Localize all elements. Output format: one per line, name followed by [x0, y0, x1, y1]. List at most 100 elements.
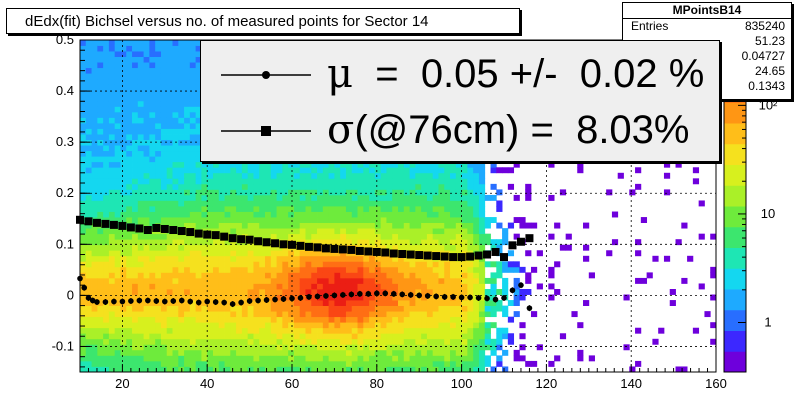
heatmap-cell: [155, 277, 162, 284]
heatmap-cell: [357, 283, 364, 290]
heatmap-cell: [160, 145, 168, 152]
heatmap-cell: [108, 316, 116, 323]
heatmap-cell: [195, 355, 202, 362]
heatmap-cell: [166, 89, 173, 96]
heatmap-cell: [623, 294, 630, 301]
heatmap-cell: [143, 111, 150, 118]
heatmap-cell: [363, 277, 370, 284]
heatmap-cell: [270, 178, 277, 185]
heatmap-cell: [241, 360, 249, 367]
heatmap-cell: [288, 266, 295, 273]
heatmap-cell: [502, 305, 509, 312]
heatmap-cell: [132, 222, 139, 229]
heatmap-cell: [455, 266, 462, 273]
heatmap-cell: [207, 289, 214, 295]
heatmap-cell: [184, 366, 191, 373]
heatmap-cell: [334, 200, 341, 207]
heatmap-cell: [293, 194, 301, 201]
heatmap-cell: [293, 167, 301, 174]
heatmap-cell: [409, 222, 416, 229]
heatmap-cell: [398, 228, 405, 235]
heatmap-cell: [91, 95, 98, 102]
heatmap-cell: [166, 211, 173, 218]
heatmap-cell: [172, 156, 179, 163]
heatmap-cell: [184, 338, 191, 345]
heatmap-cell: [438, 283, 445, 290]
data-point-mean: [81, 284, 88, 291]
heatmap-cell: [132, 62, 139, 69]
heatmap-cell: [328, 311, 335, 318]
heatmap-cell: [276, 366, 283, 373]
heatmap-cell: [253, 277, 260, 284]
heatmap-cell: [299, 172, 306, 179]
heatmap-cell: [403, 266, 410, 273]
heatmap-cell: [265, 277, 272, 284]
heatmap-cell: [212, 206, 220, 212]
data-point-mean: [357, 291, 363, 297]
heatmap-cell: [241, 316, 249, 323]
heatmap-cell: [172, 211, 179, 218]
heatmap-cell: [276, 344, 283, 351]
data-point-sigma: [398, 250, 407, 259]
heatmap-cell: [635, 239, 642, 246]
stats-value-1: 51.23: [754, 34, 785, 48]
heatmap-cell: [426, 360, 434, 367]
heatmap-cell: [444, 222, 451, 229]
heatmap-cell: [380, 211, 387, 218]
heatmap-cell: [178, 261, 185, 268]
heatmap-cell: [455, 349, 462, 356]
heatmap-cell: [149, 78, 156, 85]
heatmap-cell: [345, 217, 353, 223]
heatmap-cell: [496, 261, 503, 268]
heatmap-cell: [143, 277, 150, 284]
heatmap-cell: [114, 67, 121, 74]
heatmap-cell: [357, 322, 364, 329]
heatmap-cell: [415, 178, 422, 185]
heatmap-cell: [166, 294, 173, 301]
heatmap-cell: [97, 183, 104, 190]
heatmap-cell: [137, 106, 144, 113]
heatmap-cell: [103, 156, 110, 163]
heatmap-cell: [108, 150, 116, 157]
heatmap-cell: [311, 311, 318, 318]
heatmap-cell: [85, 355, 92, 362]
heatmap-cell: [212, 272, 220, 279]
heatmap-cell: [166, 117, 173, 124]
heatmap-cell: [236, 344, 243, 351]
heatmap-cell: [126, 100, 133, 107]
heatmap-cell: [85, 228, 92, 235]
heatmap-cell: [178, 95, 185, 102]
heatmap-cell: [172, 178, 179, 185]
heatmap-cell: [108, 156, 116, 163]
heatmap-cell: [126, 349, 133, 356]
heatmap-cell: [322, 305, 330, 312]
heatmap-cell: [172, 89, 179, 96]
heatmap-cell: [478, 244, 486, 251]
heatmap-cell: [270, 355, 277, 362]
heatmap-cell: [363, 239, 370, 246]
heatmap-cell: [91, 56, 98, 63]
heatmap-cell: [253, 338, 260, 345]
heatmap-cell: [293, 189, 301, 196]
heatmap-cell: [322, 211, 330, 218]
heatmap-cell: [455, 305, 462, 312]
heatmap-cell: [334, 172, 341, 179]
heatmap-cell: [114, 333, 121, 340]
heatmap-cell: [184, 250, 191, 257]
data-point-sigma: [245, 235, 254, 244]
heatmap-cell: [583, 244, 590, 251]
heatmap-cell: [126, 111, 133, 118]
heatmap-cell: [317, 161, 324, 168]
heatmap-cell: [444, 311, 451, 318]
heatmap-cell: [120, 316, 127, 323]
heatmap-cell: [108, 183, 116, 190]
heatmap-cell: [155, 161, 162, 168]
heatmap-cell: [178, 266, 185, 273]
heatmap-cell: [132, 139, 139, 146]
heatmap-cell: [172, 255, 179, 262]
heatmap-cell: [230, 283, 237, 290]
heatmap-cell: [369, 360, 376, 367]
heatmap-cell: [525, 289, 532, 295]
heatmap-cell: [438, 355, 445, 362]
heatmap-cell: [247, 277, 254, 284]
